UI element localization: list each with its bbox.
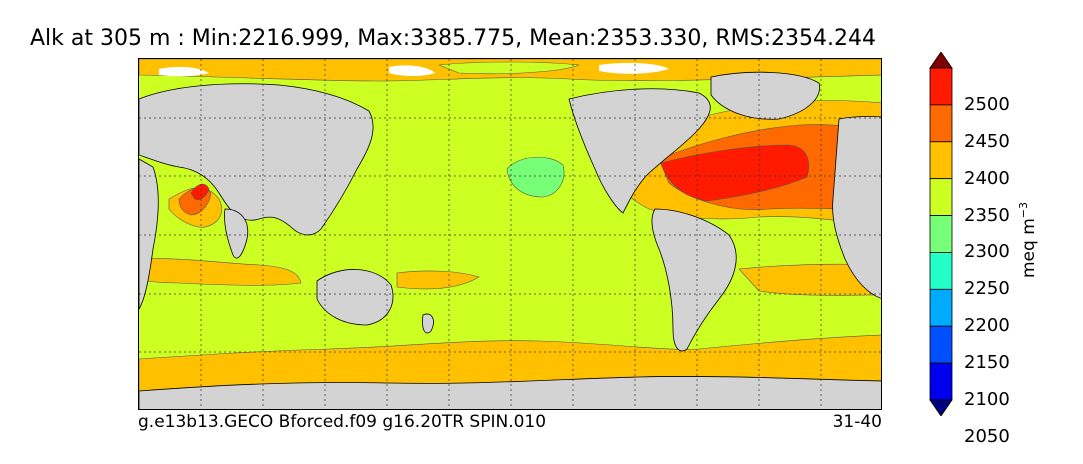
colorbar-cell bbox=[929, 288, 953, 327]
north-atlantic-2450 bbox=[660, 144, 809, 202]
colorbar-cell bbox=[929, 67, 953, 106]
land-africa-west bbox=[139, 158, 159, 310]
colorbar-cell bbox=[929, 178, 953, 216]
colorbar-cell bbox=[929, 362, 953, 401]
colorbar-cell bbox=[929, 104, 953, 143]
land-europe-africa-east bbox=[832, 116, 881, 299]
colorbar-extend-max bbox=[929, 52, 953, 69]
land-antarctica bbox=[139, 376, 881, 409]
land-south-america bbox=[651, 208, 737, 352]
south-pacific-band bbox=[396, 270, 480, 290]
colorbar-extend-min bbox=[929, 399, 953, 416]
colorbar-tick-label: 2400 bbox=[964, 167, 1010, 189]
figure-title: Alk at 305 m : Min:2216.999, Max:3385.77… bbox=[30, 26, 877, 51]
land-australia bbox=[316, 269, 394, 326]
colorbar-tick-label: 2250 bbox=[964, 278, 1010, 300]
colorbar-tick-label: 2300 bbox=[964, 241, 1010, 263]
colorbar bbox=[929, 52, 953, 416]
colorbar-cell bbox=[929, 325, 953, 364]
land-new-zealand bbox=[422, 313, 434, 334]
colorbar-tick-label: 2350 bbox=[964, 204, 1010, 226]
colorbar-tick-label: 2050 bbox=[964, 425, 1010, 447]
red-sea-peak bbox=[190, 183, 210, 200]
land-greenland bbox=[710, 71, 820, 120]
land-asia-europe bbox=[139, 83, 374, 236]
land-north-america bbox=[568, 88, 711, 214]
colorbar-tick-label: 2150 bbox=[964, 352, 1010, 374]
arctic-missing-2 bbox=[599, 62, 669, 74]
arctic-missing-3 bbox=[159, 66, 209, 77]
colorbar-tick-label: 2100 bbox=[964, 389, 1010, 410]
land-india bbox=[224, 208, 249, 259]
colorbar-cell bbox=[929, 215, 953, 253]
arctic-pocket bbox=[438, 61, 580, 75]
map-panel bbox=[138, 58, 882, 410]
run-name-label: g.e13b13.GECO Bforced.f09 g16.20TR SPIN.… bbox=[138, 412, 547, 432]
colorbar-cell bbox=[929, 252, 953, 290]
central-pacific-low bbox=[506, 156, 565, 198]
alkalinity-map bbox=[139, 59, 881, 409]
colorbar-tick-label: 2500 bbox=[964, 93, 1010, 115]
colorbar-cell bbox=[929, 141, 953, 180]
colorbar-tick-label: 2450 bbox=[964, 130, 1010, 152]
south-indian-band bbox=[139, 258, 302, 286]
year-range-label: 31-40 bbox=[832, 412, 882, 432]
colorbar-units: meq m−3 bbox=[1017, 202, 1039, 278]
arctic-missing-1 bbox=[389, 65, 435, 76]
colorbar-tick-label: 2200 bbox=[964, 315, 1010, 337]
map-gridlines bbox=[139, 59, 881, 409]
